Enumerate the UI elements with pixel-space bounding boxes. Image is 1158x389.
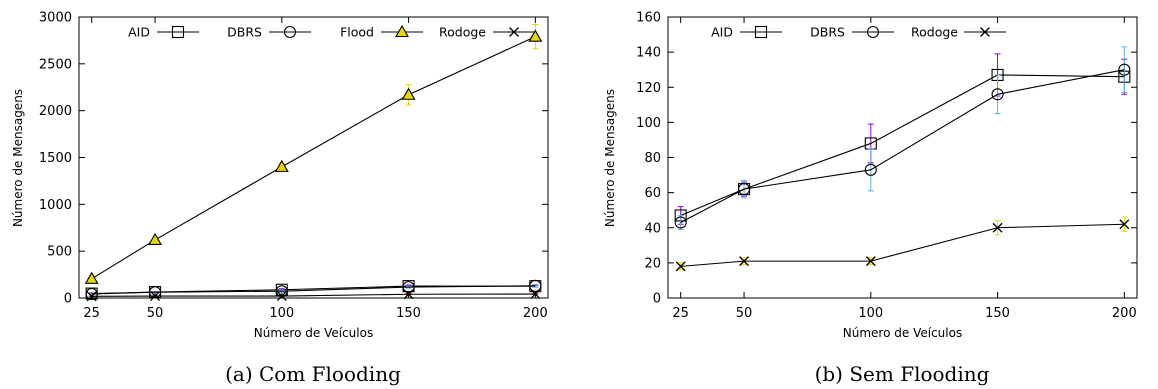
data-point-marker — [150, 291, 161, 301]
data-point-marker — [274, 159, 289, 172]
data-point-marker — [402, 281, 415, 294]
series-line — [91, 285, 536, 295]
x-tick-label: 150 — [985, 306, 1010, 321]
series-line — [680, 74, 1125, 216]
y-tick-label: 2500 — [39, 57, 72, 72]
x-tick-label: 200 — [523, 306, 548, 321]
data-point-marker — [864, 163, 877, 176]
series-line — [680, 69, 1125, 223]
x-axis-label: Número de Veículos — [843, 326, 962, 340]
data-point-marker — [674, 216, 687, 229]
x-tick-label: 25 — [83, 306, 100, 321]
y-tick-label: 1500 — [39, 151, 72, 166]
series-dbrs — [674, 46, 1131, 231]
data-point-marker — [148, 232, 163, 245]
data-point-marker — [992, 222, 1003, 233]
data-point-marker — [1118, 63, 1131, 76]
x-tick-label: 150 — [396, 306, 421, 321]
plot-frame — [667, 16, 1138, 299]
data-point-marker — [530, 289, 541, 300]
x-axis-label: Número de Veículos — [254, 326, 373, 340]
y-tick-label: 20 — [644, 256, 661, 271]
series-aid — [674, 53, 1131, 225]
series-flood — [84, 23, 543, 284]
y-tick-label: 3000 — [39, 11, 72, 26]
legend-marker — [754, 25, 768, 39]
y-tick-label: 140 — [636, 46, 661, 61]
data-point-marker — [1119, 219, 1130, 230]
legend-label: Rodoge — [439, 25, 486, 40]
legend-marker — [509, 27, 519, 37]
data-point-marker — [403, 289, 414, 300]
data-point-marker — [401, 87, 416, 100]
series-line — [91, 293, 536, 297]
data-point-marker — [149, 286, 162, 299]
legend-label: DBRS — [810, 25, 845, 40]
y-tick-label: 160 — [636, 11, 661, 26]
data-point-marker — [528, 29, 543, 42]
y-tick-label: 120 — [636, 81, 661, 96]
y-tick-label: 500 — [47, 245, 72, 260]
y-axis-label: Número de Mensagens — [11, 89, 25, 227]
data-point-marker — [675, 261, 686, 272]
figure-caption: (a) Com Flooding — [225, 362, 401, 386]
data-point-marker — [276, 291, 287, 301]
y-tick-label: 40 — [644, 221, 661, 236]
y-tick-label: 60 — [644, 186, 661, 201]
series-rodoge — [86, 289, 541, 302]
data-point-marker — [738, 183, 751, 196]
data-point-marker — [991, 88, 1004, 101]
series-line — [680, 223, 1125, 267]
data-point-marker — [739, 256, 750, 267]
data-point-marker — [865, 256, 876, 267]
series-rodoge — [675, 216, 1130, 272]
data-point-marker — [84, 271, 99, 284]
y-tick-label: 2000 — [39, 104, 72, 119]
data-point-marker — [529, 279, 542, 292]
x-tick-label: 100 — [858, 306, 883, 321]
chart-com-flooding: 0 500 1000 1500 2000 2500 3000 25 50 100 150 200 Núm… — [11, 11, 549, 386]
y-axis-label: Número de Mensagens — [603, 89, 617, 227]
legend-marker — [866, 25, 880, 39]
legend-label: Flood — [340, 25, 374, 40]
legend-label: DBRS — [227, 25, 262, 40]
y-tick-label: 0 — [64, 292, 72, 307]
y-tick-label: 0 — [653, 292, 661, 307]
x-tick-label: 50 — [147, 306, 164, 321]
data-point-marker — [85, 287, 98, 301]
legend-marker — [283, 25, 297, 39]
legend-marker — [395, 24, 409, 38]
series-dbrs — [85, 279, 542, 301]
legend-marker — [980, 27, 990, 37]
legend-label: Rodoge — [911, 25, 958, 40]
figure-caption: (b) Sem Flooding — [815, 362, 990, 386]
y-tick-label: 1000 — [39, 198, 72, 213]
plot-frame — [78, 16, 549, 299]
x-tick-label: 100 — [269, 306, 294, 321]
x-tick-label: 25 — [672, 306, 689, 321]
legend-marker — [171, 25, 185, 39]
x-tick-label: 200 — [1112, 306, 1137, 321]
y-tick-label: 80 — [644, 151, 661, 166]
legend-label: AID — [711, 25, 733, 40]
y-tick-label: 100 — [636, 116, 661, 131]
legend-label: AID — [128, 25, 150, 40]
data-point-marker — [86, 291, 97, 302]
chart-sem-flooding: 0 20 40 60 80 100 120 140 160 25 50 100 150 200 Número… — [603, 11, 1138, 386]
x-tick-label: 50 — [736, 306, 753, 321]
